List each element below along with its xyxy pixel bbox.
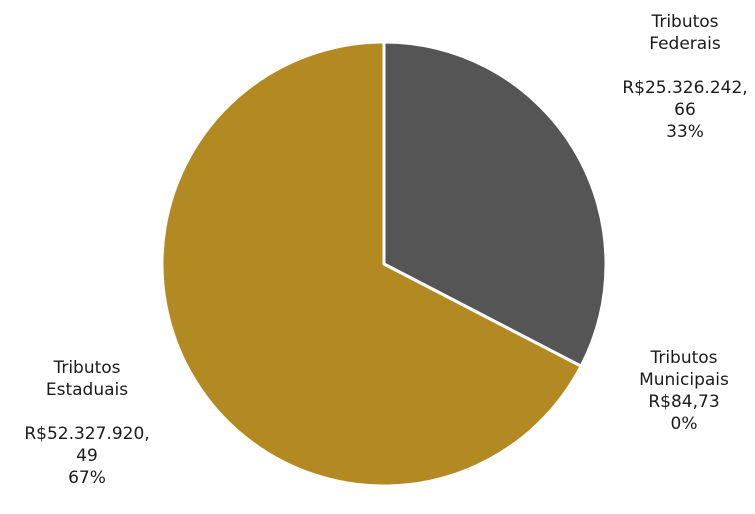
data-label-federais: Tributos Federais R$25.326.242, 66 33% [622,12,748,142]
pie-slice-tributos-federais [382,40,608,368]
data-label-estaduais: Tributos Estaduais R$52.327.920, 49 67% [24,358,150,488]
data-label-municipais: Tributos Municipais R$84,73 0% [639,348,729,434]
pie-slice-tributos-estaduais [160,40,583,488]
